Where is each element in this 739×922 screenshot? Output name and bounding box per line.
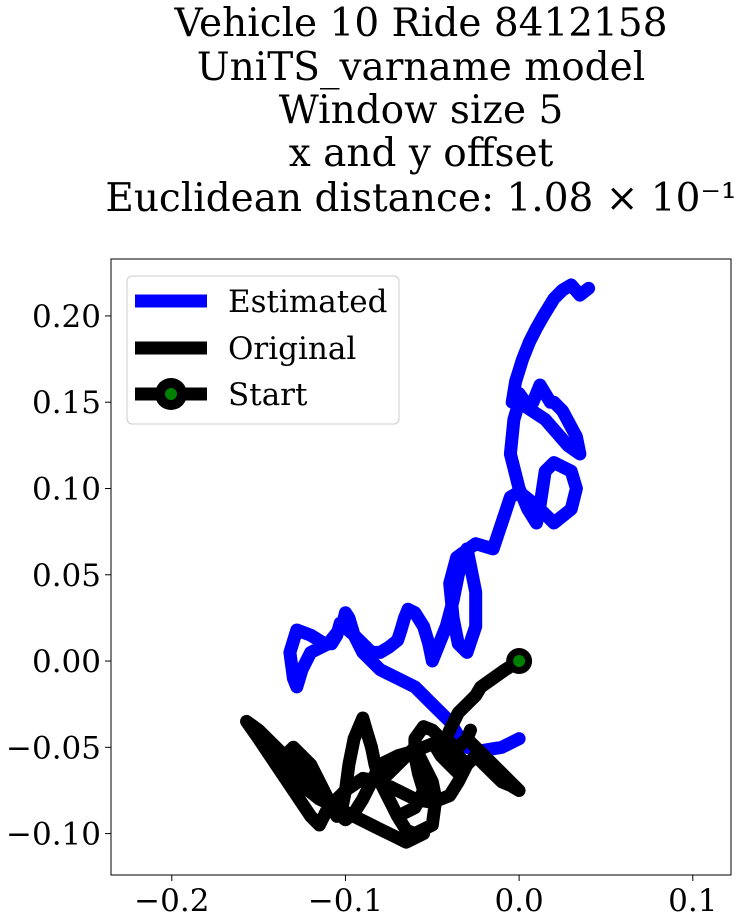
chart-title: Vehicle 10 Ride 8412158 UniTS_varname mo… [105,1,736,221]
legend-label-original: Original [228,331,356,367]
y-tick-label: 0.00 [32,644,101,680]
title-line-3: Window size 5 [279,88,564,133]
legend: Estimated Original Start [126,275,400,425]
y-tick-label: −0.10 [6,817,101,853]
y-tick-label: 0.05 [32,558,101,594]
y-tick-label: 0.10 [32,471,101,507]
legend-box [126,275,400,425]
series-line-original [240,654,526,849]
title-line-4: x and y offset [289,131,554,176]
legend-label-start: Start [228,377,308,413]
legend-marker [165,388,177,400]
plot-area: −0.2 −0.1 0.0 0.1 0.20 0.15 0.10 0.05 0.00 −0.05 −… [6,258,732,919]
ticks-layer: −0.2 −0.1 0.0 0.1 0.20 0.15 0.10 0.05 0.00 −0.05 −… [6,299,717,919]
x-tick-label: −0.1 [308,883,383,919]
title-line-5: Euclidean distance: 1.08 × 10⁻¹ [105,176,736,221]
title-line-1: Vehicle 10 Ride 8412158 [173,1,667,46]
x-tick-label: 0.0 [494,883,543,919]
series-layer [240,278,596,849]
x-tick-label: −0.2 [134,883,209,919]
y-tick-label: 0.15 [32,385,101,421]
y-tick-label: 0.20 [32,299,101,335]
start-marker [513,655,526,668]
legend-label-estimated: Estimated [228,284,387,320]
y-tick-label: −0.05 [6,730,101,766]
title-line-2: UniTS_varname model [197,45,645,90]
axes-frame [110,258,732,876]
x-tick-label: 0.1 [668,883,717,919]
series-line-estimated [283,278,596,758]
